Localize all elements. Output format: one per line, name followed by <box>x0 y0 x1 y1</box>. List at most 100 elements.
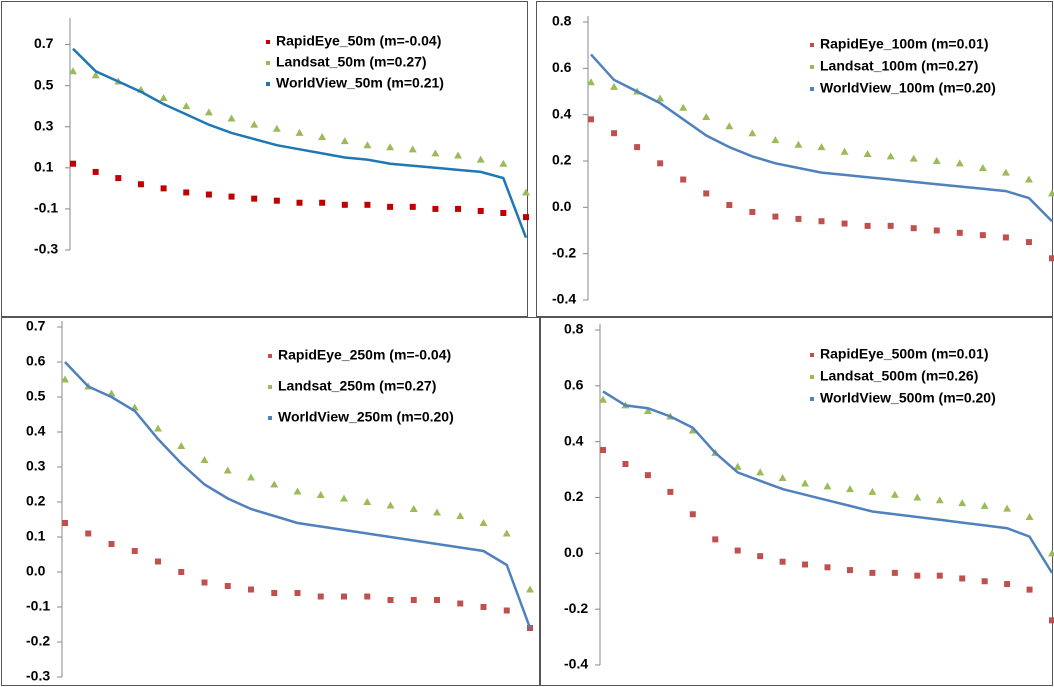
point <box>1025 239 1032 246</box>
point <box>611 130 618 137</box>
legend-swatch <box>266 82 270 86</box>
point <box>1024 175 1033 183</box>
point <box>409 505 418 512</box>
point <box>913 493 922 501</box>
point <box>293 487 302 495</box>
point <box>431 149 440 157</box>
point <box>868 487 877 495</box>
legend-swatch <box>810 375 814 379</box>
point <box>748 129 757 137</box>
legend-swatch <box>810 353 814 357</box>
point <box>61 375 69 383</box>
legend-label: Landsat_100m (m=0.27) <box>820 58 978 74</box>
point <box>772 213 779 220</box>
point <box>272 124 281 132</box>
legend-label: WorldView_50m (m=0.21) <box>276 75 444 91</box>
y-tick-label: -0.2 <box>564 600 588 616</box>
point <box>887 222 894 229</box>
point <box>317 593 324 600</box>
legend-swatch <box>268 385 272 389</box>
point <box>251 195 258 202</box>
y-tick-label: 0.5 <box>34 76 54 92</box>
point <box>795 215 802 222</box>
legend-label: RapidEye_250m (m=-0.04) <box>278 347 451 363</box>
point <box>863 150 872 158</box>
y-tick-label: 0.1 <box>26 528 46 544</box>
point <box>387 597 394 603</box>
legend-label: WorldView_500m (m=0.20) <box>820 390 996 406</box>
y-tick-label: 0.4 <box>552 105 572 121</box>
point <box>890 490 899 498</box>
y-tick-label: 0.7 <box>26 318 46 334</box>
point <box>869 569 876 576</box>
y-tick-label: 0.5 <box>26 388 46 404</box>
y-tick-label: -0.4 <box>564 656 588 672</box>
point <box>248 586 254 593</box>
y-tick-label: 0.2 <box>564 488 584 504</box>
legend-label: RapidEye_50m (m=-0.04) <box>276 33 441 49</box>
y-tick-label: 0.6 <box>26 353 46 369</box>
point <box>250 120 259 128</box>
point <box>600 447 606 454</box>
legend-swatch <box>266 40 270 44</box>
point <box>1049 617 1054 624</box>
point <box>725 122 734 130</box>
point <box>85 530 92 537</box>
point <box>409 203 416 210</box>
y-tick-label: 0.1 <box>34 159 54 175</box>
point <box>341 201 348 208</box>
point <box>91 71 100 79</box>
point <box>295 128 304 136</box>
point <box>503 607 510 614</box>
point <box>771 136 780 144</box>
y-tick-label: -0.2 <box>552 244 576 260</box>
point <box>386 501 395 509</box>
panel-frame <box>1 317 540 686</box>
point <box>159 93 168 101</box>
legend-label: WorldView_100m (m=0.20) <box>820 80 996 96</box>
y-tick-label: 0.4 <box>26 423 46 439</box>
y-tick-label: 0.0 <box>552 198 572 214</box>
point <box>526 585 534 593</box>
y-tick-label: -0.2 <box>26 633 50 649</box>
point <box>779 558 786 565</box>
legend-label: Landsat_250m (m=0.27) <box>278 378 436 394</box>
point <box>363 141 372 149</box>
point <box>910 225 917 232</box>
y-tick-label: 0.3 <box>26 458 46 474</box>
point <box>205 191 212 198</box>
point <box>959 575 966 582</box>
point <box>840 147 849 155</box>
panel-frame <box>536 1 1053 317</box>
point <box>845 485 854 493</box>
y-tick-label: 0.0 <box>26 563 46 579</box>
point <box>294 590 301 596</box>
point <box>587 78 595 86</box>
point <box>386 143 395 151</box>
point <box>410 597 417 603</box>
point <box>316 491 325 498</box>
point <box>909 154 918 162</box>
point <box>154 424 162 432</box>
point <box>656 94 665 102</box>
point <box>703 190 710 197</box>
point <box>817 143 826 151</box>
point <box>364 593 371 600</box>
y-tick-label: 0.0 <box>564 544 584 560</box>
y-tick-label: -0.4 <box>552 291 576 307</box>
point <box>363 498 372 505</box>
y-tick-label: 0.4 <box>564 432 584 448</box>
point <box>387 203 394 210</box>
point <box>818 218 825 225</box>
point <box>891 569 898 576</box>
point <box>914 572 921 579</box>
point <box>137 181 144 188</box>
point <box>434 597 440 603</box>
point <box>610 82 619 90</box>
y-tick-label: -0.3 <box>26 668 50 684</box>
point <box>271 590 278 596</box>
point <box>679 103 688 111</box>
point <box>201 579 208 586</box>
point <box>935 496 944 504</box>
point <box>733 462 742 470</box>
